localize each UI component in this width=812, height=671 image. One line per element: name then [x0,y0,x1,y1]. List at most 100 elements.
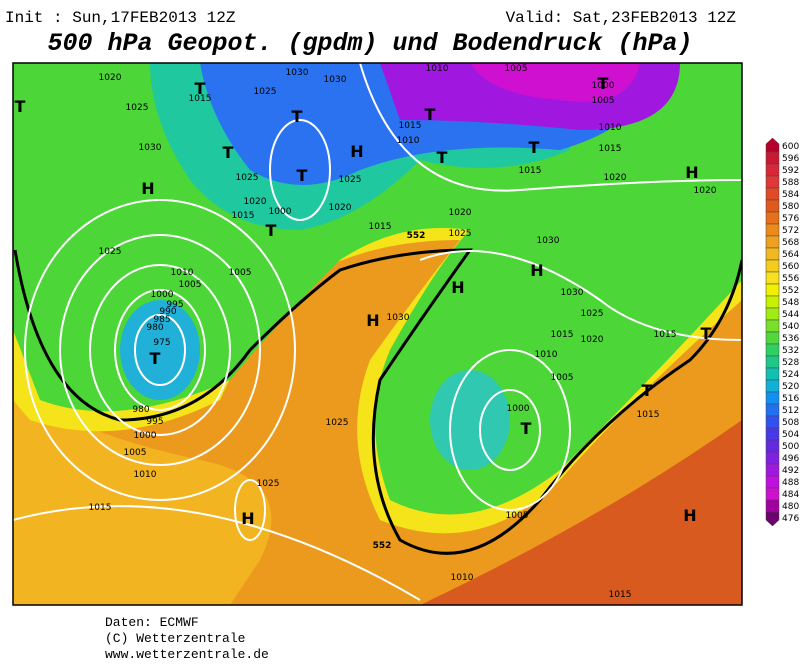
isobar-label: 995 [146,417,163,427]
pressure-center: H [683,506,696,525]
isobar-label: 1025 [99,247,122,257]
isobar-label: 1005 [592,96,615,106]
isobar-label: 1010 [451,573,474,583]
isobar-label: 1015 [89,503,112,513]
isobar-label: 1025 [257,479,280,489]
colorbar-swatch [765,343,780,357]
colorbar-label: 584 [782,190,799,200]
isobar-label: 1010 [397,136,420,146]
colorbar-swatch [765,439,780,453]
isobar-label: 1025 [326,418,349,428]
footer-line: Daten: ECMWF [105,615,199,630]
isobar-label: 1015 [637,410,660,420]
colorbar-swatch [765,319,780,333]
pressure-center: T [297,166,308,185]
isobar-label: 1020 [99,73,122,83]
colorbar-swatch [765,355,780,369]
colorbar-swatch [765,331,780,345]
colorbar-swatch [765,307,780,321]
pressure-center: H [350,142,363,161]
pressure-center: T [150,349,161,368]
isobar-label: 1000 [269,207,292,217]
colorbar-label: 600 [782,142,799,152]
colorbar-swatch [765,283,780,297]
isobar-label: 1000 [151,290,174,300]
colorbar-label: 532 [782,346,799,356]
pressure-center: H [366,311,379,330]
colorbar-label: 508 [782,418,799,428]
geopotential-label: 552 [373,541,392,551]
isobar-label: 1030 [561,288,584,298]
colorbar-swatch [765,223,780,237]
pressure-center: T [437,148,448,167]
colorbar-swatch [765,463,780,477]
colorbar-label: 504 [782,430,799,440]
pressure-center: T [292,107,303,126]
colorbar-label: 516 [782,394,799,404]
pressure-center: T [701,324,712,343]
colorbar-swatch [765,451,780,465]
isobar-label: 985 [153,315,170,325]
colorbar-swatch [765,247,780,261]
colorbar-swatch [765,415,780,429]
map-frame [12,62,743,606]
isobar-label: 1025 [254,87,277,97]
colorbar-swatch [765,175,780,189]
isobar-label: 1025 [236,173,259,183]
isobar-label: 975 [153,338,170,348]
colorbar-label: 512 [782,406,799,416]
colorbar-label: 580 [782,202,799,212]
map-field [13,63,742,605]
colorbar-swatch [765,475,780,489]
isobar-label: 1030 [387,313,410,323]
isobar-label: 1005 [506,511,529,521]
isobar-label: 1020 [604,173,627,183]
footer-line: (C) Wetterzentrale [105,631,245,646]
footer-line: www.wetterzentrale.de [105,647,269,662]
isobar-label: 1000 [134,431,157,441]
isobar-label: 995 [166,300,183,310]
colorbar-label: 484 [782,490,799,500]
colorbar-swatch [765,199,780,213]
colorbar-label: 556 [782,274,799,284]
isobar-label: 990 [159,307,176,317]
colorbar-label: 492 [782,466,799,476]
pressure-center: T [529,138,540,157]
colorbar-label: 576 [782,214,799,224]
colorbar-swatch [765,187,780,201]
colorbar-label: 592 [782,166,799,176]
isobar-label: 1005 [229,268,252,278]
colorbar-label: 560 [782,262,799,272]
isobar-label: 1015 [654,330,677,340]
colorbar-label: 548 [782,298,799,308]
isobar-label: 1030 [324,75,347,85]
colorbar-label: 552 [782,286,799,296]
pressure-center: T [425,105,436,124]
colorbar-swatch [765,151,780,165]
isobar-label: 1015 [399,121,422,131]
isobar-label: 1010 [535,350,558,360]
isobar-label: 1015 [519,166,542,176]
colorbar-label: 544 [782,310,799,320]
isobar-label: 1010 [171,268,194,278]
pressure-center: H [530,261,543,280]
colorbar-label: 524 [782,370,799,380]
map-labels: 1020 1015 1025 1030 1030 1010 1005 1000 1005 1025… [15,64,717,600]
isobar-label: 1005 [124,448,147,458]
colorbar-label: 528 [782,358,799,368]
colorbar-swatch [765,379,780,393]
colorbar-swatch [765,511,780,527]
colorbar-label: 564 [782,250,799,260]
isobar-label: 1020 [244,197,267,207]
pressure-center: H [685,163,698,182]
colorbar-swatch [765,427,780,441]
isobar-label: 1000 [507,404,530,414]
isobar-label: 1015 [232,211,255,221]
valid-time: Valid: Sat,23FEB2013 12Z [506,9,737,27]
colorbar-label: 500 [782,442,799,452]
pressure-center: T [223,143,234,162]
colorbar-label: 520 [782,382,799,392]
colorbar-swatch [765,295,780,309]
isobar-label: 980 [132,405,149,415]
